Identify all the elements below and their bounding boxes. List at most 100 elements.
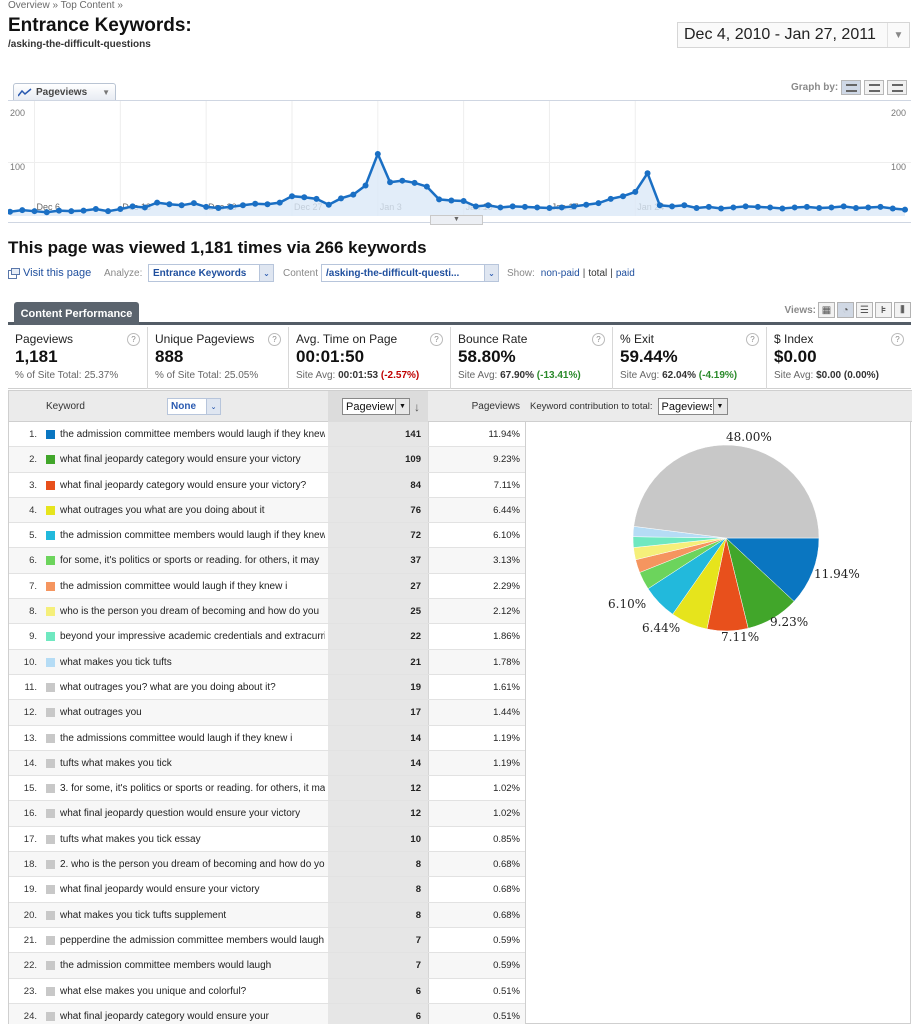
table-row[interactable]: 1. the admission committee members would …	[9, 422, 525, 448]
graph-data-point[interactable]	[19, 207, 26, 214]
keyword-link[interactable]: the admission committee members would la…	[60, 429, 325, 440]
show-paid-link[interactable]: paid	[615, 267, 635, 279]
graph-data-point[interactable]	[570, 203, 577, 210]
table-row[interactable]: 20. what makes you tick tufts supplement 8…	[9, 902, 525, 928]
graph-data-point[interactable]	[852, 204, 859, 211]
graph-data-point[interactable]	[816, 204, 823, 211]
table-row[interactable]: 17. tufts what makes you tick essay 10 0.85…	[9, 826, 525, 853]
visit-page-link[interactable]: Visit this page	[23, 267, 92, 279]
table-row[interactable]: 21. pepperdine the admission committee me…	[9, 927, 525, 954]
table-row[interactable]: 9. beyond your impressive academic creden…	[9, 624, 525, 650]
graph-data-point[interactable]	[607, 195, 614, 202]
graph-data-point[interactable]	[338, 195, 345, 202]
keyword-link[interactable]: who is the person you dream of becoming …	[60, 606, 320, 618]
graph-data-point[interactable]	[534, 204, 541, 211]
graph-data-point[interactable]	[43, 209, 50, 216]
graph-data-point[interactable]	[227, 203, 234, 210]
column-header-keyword[interactable]: Keyword	[46, 401, 85, 412]
contribution-metric-select[interactable]: Pageviews ▼	[657, 398, 728, 415]
keyword-link[interactable]: pepperdine the admission committee membe…	[60, 934, 325, 946]
table-row[interactable]: 11. what outrages you? what are you doing…	[9, 674, 525, 701]
graph-collapse-handle[interactable]: ▼	[430, 215, 483, 225]
sort-desc-icon[interactable]: ↓	[414, 399, 420, 414]
table-row[interactable]: 16. what final jeopardy question would en…	[9, 801, 525, 827]
graph-data-point[interactable]	[448, 197, 455, 204]
keyword-link[interactable]: what final jeopardy category would ensur…	[60, 454, 301, 466]
graph-data-point[interactable]	[8, 208, 13, 215]
graph-data-point[interactable]	[105, 208, 112, 215]
table-row[interactable]: 24. what final jeopardy category would en…	[9, 1003, 525, 1024]
keyword-link[interactable]: what outrages you? what are you doing ab…	[60, 681, 276, 693]
graph-data-point[interactable]	[68, 208, 75, 215]
keyword-link[interactable]: 2. who is the person you dream of becomi…	[60, 859, 325, 871]
graph-data-point[interactable]	[779, 205, 786, 212]
table-row[interactable]: 8. who is the person you dream of becomin…	[9, 599, 525, 625]
table-row[interactable]: 12. what outrages you 17 1.44%	[9, 700, 525, 726]
keyword-link[interactable]: what outrages you	[60, 707, 142, 719]
graph-data-point[interactable]	[411, 179, 418, 186]
graph-data-point[interactable]	[325, 201, 332, 208]
keyword-link[interactable]: tufts what makes you tick essay	[60, 833, 201, 845]
analyze-select[interactable]: Entrance Keywords ⌄	[148, 264, 274, 282]
graph-data-point[interactable]	[178, 202, 185, 209]
pie-slice[interactable]	[725, 537, 820, 602]
graph-data-point[interactable]	[215, 204, 222, 211]
performance-view-icon[interactable]: ☰	[856, 302, 873, 318]
table-row[interactable]: 3. what final jeopardy category would ens…	[9, 472, 525, 498]
graph-data-point[interactable]	[521, 203, 528, 210]
graph-data-point[interactable]	[80, 207, 87, 214]
graph-data-point[interactable]	[485, 202, 492, 209]
comparison-view-icon[interactable]: ⊧	[875, 302, 892, 318]
graph-data-point[interactable]	[558, 204, 565, 211]
table-row[interactable]: 18. 2. who is the person you dream of bec…	[9, 852, 525, 878]
secondary-dimension-select[interactable]: None ⌄	[167, 398, 221, 415]
table-row[interactable]: 13. the admissions committee would laugh …	[9, 725, 525, 751]
graph-data-point[interactable]	[362, 182, 369, 189]
breadcrumb-top-content[interactable]: Top Content	[60, 0, 115, 11]
keyword-link[interactable]: what final jeopardy would ensure your vi…	[60, 884, 260, 896]
keyword-link[interactable]: what final jeopardy category would ensur…	[60, 1010, 270, 1022]
graph-data-point[interactable]	[252, 200, 259, 207]
graph-data-point[interactable]	[276, 199, 283, 206]
graph-data-point[interactable]	[129, 203, 136, 210]
graph-by-week-button[interactable]	[864, 80, 885, 95]
table-row[interactable]: 19. what final jeopardy would ensure your…	[9, 877, 525, 903]
graph-data-point[interactable]	[56, 207, 63, 214]
keyword-link[interactable]: the admission committee members would la…	[60, 530, 325, 542]
graph-data-point[interactable]	[497, 204, 504, 211]
graph-data-point[interactable]	[693, 204, 700, 211]
graph-data-point[interactable]	[730, 204, 737, 211]
graph-data-point[interactable]	[239, 202, 246, 209]
table-row[interactable]: 4. what outrages you what are you doing a…	[9, 497, 525, 524]
table-row[interactable]: 7. the admission committee would laugh if…	[9, 573, 525, 600]
graph-data-point[interactable]	[509, 203, 516, 210]
help-icon[interactable]: ?	[891, 333, 904, 346]
graph-data-point[interactable]	[31, 208, 38, 215]
graph-data-point[interactable]	[460, 198, 467, 205]
graph-data-point[interactable]	[436, 196, 443, 203]
graph-data-point[interactable]	[117, 206, 124, 213]
graph-data-point[interactable]	[92, 206, 99, 213]
keyword-link[interactable]: tufts what makes you tick	[60, 757, 172, 769]
column-header-pageviews[interactable]: Pageviews	[471, 401, 520, 412]
help-icon[interactable]: ?	[592, 333, 605, 346]
keyword-link[interactable]: the admission committee members would la…	[60, 960, 272, 972]
graph-data-point[interactable]	[669, 203, 676, 210]
help-icon[interactable]: ?	[268, 333, 281, 346]
graph-data-point[interactable]	[754, 203, 761, 210]
graph-data-point[interactable]	[595, 200, 602, 207]
graph-data-point[interactable]	[865, 204, 872, 211]
show-total-selected[interactable]: total	[588, 267, 608, 279]
date-range-picker[interactable]: Dec 4, 2010 - Jan 27, 2011 ▼	[677, 22, 910, 48]
graph-data-point[interactable]	[840, 203, 847, 210]
table-row[interactable]: 14. tufts what makes you tick 14 1.19%	[9, 750, 525, 777]
graph-data-point[interactable]	[399, 177, 406, 184]
keyword-link[interactable]: what outrages you what are you doing abo…	[60, 504, 265, 516]
table-row[interactable]: 6. for some, it's politics or sports or r…	[9, 548, 525, 574]
show-non-paid-link[interactable]: non-paid	[540, 267, 580, 279]
graph-data-point[interactable]	[166, 201, 173, 208]
pie-view-icon[interactable]: ◔	[837, 302, 854, 318]
graph-data-point[interactable]	[791, 204, 798, 211]
help-icon[interactable]: ?	[746, 333, 759, 346]
graph-data-point[interactable]	[423, 183, 430, 190]
